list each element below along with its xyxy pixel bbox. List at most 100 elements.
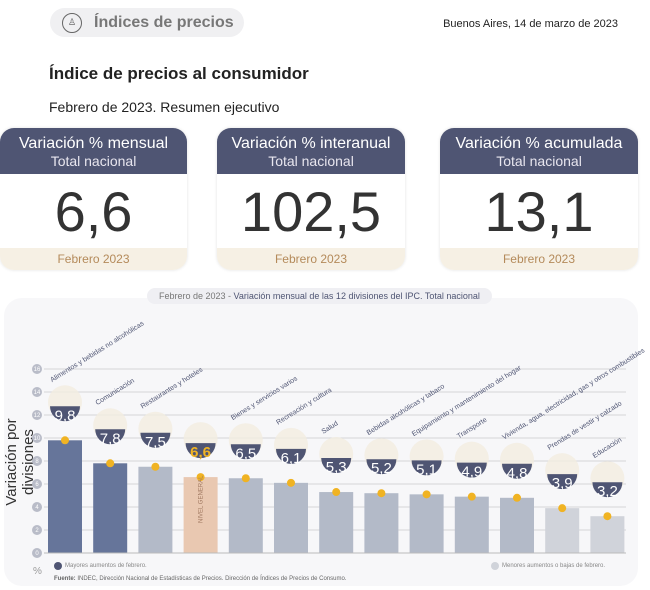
value-label: 6,5 [235,445,256,462]
bar [228,478,263,553]
value-badge [276,448,306,464]
legend-label: Menores aumentos o bajas de febrero. [502,563,606,569]
card-monthly: Variación % mensual Total nacional 6,6 Fe… [0,128,187,270]
y-tick-label: 4 [35,505,39,511]
y-tick-label: 12 [34,413,41,419]
bar [93,463,128,553]
y-tick-label: 16 [34,367,41,373]
value-badge [50,406,80,422]
category-label: Educación [592,437,624,460]
bar-dot [287,478,295,487]
legend-minor: Menores aumentos o bajas de febrero. [491,562,605,570]
bar-dot [151,462,160,471]
general-bar-label: NIVEL GENERAL [199,475,205,523]
value-label: 9,8 [55,407,76,424]
y-tick-label: 0 [35,551,39,557]
value-badge [366,459,397,475]
card-scope: Total nacional [50,153,137,169]
value-label: 3,9 [552,475,573,492]
bar [274,482,308,553]
y-tick-marker [32,502,42,512]
bar [138,466,173,553]
value-badge [592,482,623,498]
value-badge [547,474,578,490]
y-tick-marker [32,479,42,489]
card-period: Febrero 2023 [0,248,187,270]
value-badge [95,429,126,445]
card-scope: Total nacional [496,153,582,169]
y-tick-marker [32,456,42,466]
category-label: Recreación y cultura [275,387,333,427]
category-label: Salud [321,420,340,435]
bar-dot [603,512,612,521]
bar [545,508,580,553]
bar-dot [377,489,386,498]
bar [319,492,354,553]
bar-dot [332,488,341,497]
bar-dot [513,493,521,502]
value-label: 4,9 [461,464,482,481]
y-tick-label: 10 [34,436,41,442]
chart-title-text: Variación mensual de las 12 divisiones d… [233,291,480,301]
card-value: 13,1 [484,180,594,243]
category-label: Bebidas alcohólicas y tabaco [366,383,446,437]
value-badge [140,432,171,448]
y-tick-label: 14 [34,390,41,396]
value-label: 7,8 [100,430,121,447]
card-yearly: Variación % interanual Total nacional 102… [217,128,405,270]
value-label: 5,3 [326,459,347,476]
value-badge [321,458,352,474]
value-badge [456,462,487,478]
value-label: 5,1 [416,461,437,478]
card-title: Variación % acumulada [455,135,623,152]
value-label: 6,1 [281,450,302,467]
category-label: Vivienda, agua, electricidad, gas y otro… [501,347,646,441]
category-label: Transporte [456,417,488,441]
value-label: 4,8 [507,465,528,482]
section-pill: ♙ Índices de precios [50,8,244,37]
value-label: 7,5 [145,434,166,451]
source-text: INDEC, Dirección Nacional de Estadística… [77,576,347,582]
page-title: Índice de precios al consumidor [49,64,309,83]
y-tick-marker [32,410,42,420]
card-title: Variación % interanual [231,135,391,152]
bar [409,494,444,553]
value-label: 3,2 [597,483,618,500]
category-label: Alimentos y bebidas no alcohólicas [49,320,146,384]
chart-title-period: Febrero de 2023 [159,291,226,301]
value-label: 6,6 [190,444,211,461]
section-title: Índices de precios [94,13,234,31]
y-tick-marker [32,364,42,374]
bar-dot [61,436,69,445]
bar [454,496,489,553]
value-badge [502,463,532,479]
value-badge [411,460,442,476]
y-unit: % [33,566,42,577]
legend-swatch [491,562,499,570]
y-tick-marker [32,433,42,443]
bar [500,497,534,553]
page-subtitle: Febrero de 2023. Resumen ejecutivo [49,99,280,115]
y-tick-label: 8 [35,459,39,465]
bar [183,477,218,553]
card-title: Variación % mensual [18,135,169,152]
indec-logo-icon: ♙ [62,12,82,33]
source-label: Fuente: [54,576,76,582]
chart-title: Febrero de 2023 - Variación mensual de l… [147,288,492,304]
card-period: Febrero 2023 [440,248,638,270]
bar [364,493,399,553]
bar-dot [467,492,476,501]
y-tick-marker [32,548,42,558]
card-value: 102,5 [240,180,382,243]
legend-swatch [54,562,62,570]
bar-dot [241,474,250,483]
y-tick-label: 2 [35,528,39,534]
value-badge [230,444,261,460]
card-value: 6,6 [54,180,133,243]
bar-dot [106,459,115,468]
card-cumulative: Variación % acumulada Total nacional 13,1… [440,128,638,270]
report-date: Buenos Aires, 14 de marzo de 2023 [443,18,618,30]
bar-dot [422,490,431,499]
source-note: Fuente: INDEC, Dirección Nacional de Est… [54,576,346,582]
